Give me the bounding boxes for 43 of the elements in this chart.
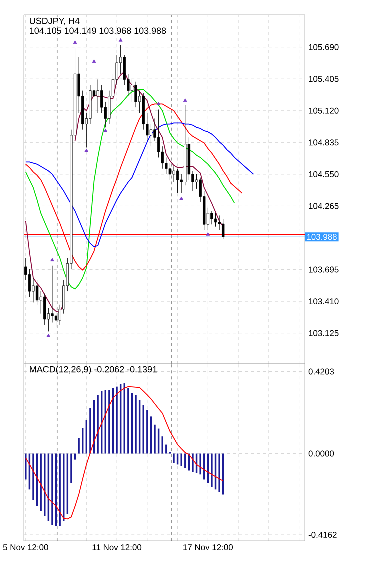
chart-title: MACD(12,26,9) -0.2062 -0.1391 [30, 366, 158, 374]
y-tick-label: -0.4162 [308, 532, 337, 538]
candlestick [134, 82, 138, 108]
y-tick-label: 103.125 [309, 330, 339, 336]
x-tick-label: 11 Nov 12:00 [92, 544, 142, 551]
point [183, 98, 188, 102]
point [104, 128, 108, 132]
y-tick-label: 105.405 [309, 76, 339, 82]
point [92, 60, 96, 64]
candlestick [36, 280, 39, 306]
candlestick [96, 79, 100, 114]
point [206, 232, 210, 236]
y-tick-label: 0.4203 [308, 368, 334, 375]
candlestick [44, 294, 46, 326]
point [156, 102, 161, 106]
x-tick-label: 5 Nov 12:00 [3, 544, 48, 551]
y-tick-label: 104.550 [309, 171, 339, 178]
candlestick [32, 278, 35, 303]
chart-title: USDJPY, H4 [30, 18, 80, 26]
x-tick-label: 17 Nov 12:00 [184, 544, 234, 551]
candlestick [51, 266, 54, 323]
candlestick [28, 268, 32, 298]
y-tick-label: 104.265 [309, 203, 339, 210]
point [118, 38, 123, 42]
point [50, 258, 54, 262]
ref-line-label: 103.988 [307, 234, 337, 240]
candlestick [214, 213, 218, 228]
text: 104.105 104.149 103.968 103.988 [30, 28, 166, 34]
y-tick-label: 0.0000 [308, 450, 334, 457]
candlestick [222, 218, 225, 240]
y-tick-label: 103.410 [309, 298, 339, 305]
y-tick-label: 105.690 [309, 44, 339, 50]
candlestick [150, 124, 153, 147]
point [180, 196, 184, 200]
candlestick [176, 168, 180, 194]
point [73, 40, 78, 44]
point [46, 334, 51, 338]
candlestick [130, 79, 134, 102]
y-tick-label: 104.835 [309, 140, 339, 146]
point [84, 148, 89, 152]
y-tick-label: 105.120 [309, 108, 339, 114]
candlestick [210, 210, 214, 225]
y-tick-label: 103.695 [309, 266, 339, 273]
